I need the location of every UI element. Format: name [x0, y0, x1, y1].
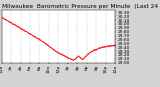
Text: Milwaukee  Barometric Pressure per Minute  (Last 24 Hours): Milwaukee Barometric Pressure per Minute… — [2, 4, 160, 9]
